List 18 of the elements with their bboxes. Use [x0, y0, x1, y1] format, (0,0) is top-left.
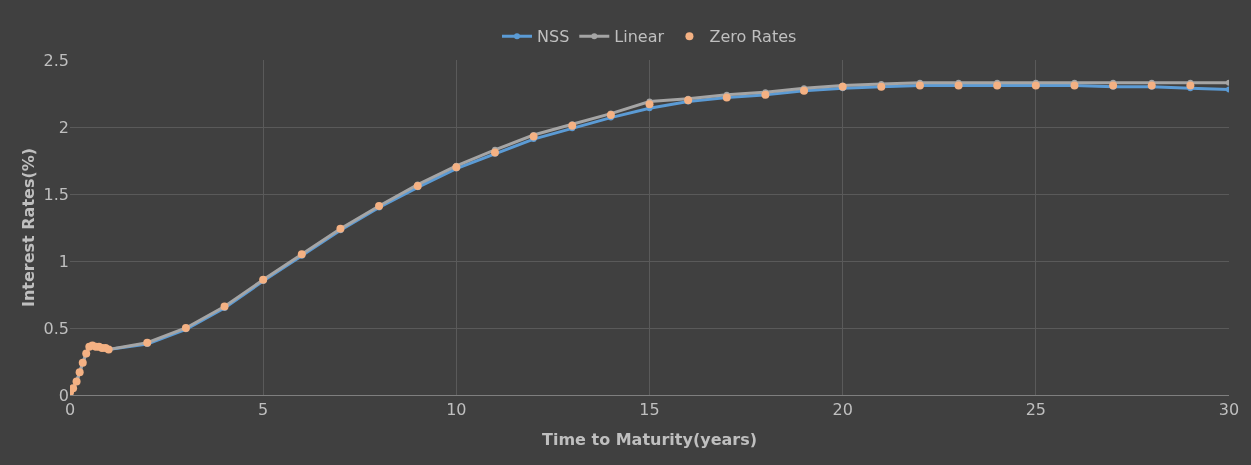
- x-tick-label: 30: [1218, 400, 1240, 420]
- legend-label: Zero Rates: [709, 27, 797, 47]
- x-tick-label: 5: [258, 400, 269, 420]
- y-tick-label: 0.5: [43, 318, 69, 338]
- x-tick-label: 25: [1025, 400, 1047, 420]
- point: [1186, 81, 1195, 90]
- x-tick-label: 15: [639, 400, 660, 420]
- point: [645, 100, 654, 109]
- x-tick-label: 20: [832, 400, 853, 420]
- x-axis-title: Time to Maturity(years): [541, 429, 758, 449]
- y-tick-label: 2.5: [43, 50, 69, 70]
- legend-label: NSS: [537, 27, 570, 47]
- y-tick-label: 2: [58, 117, 69, 137]
- y-tick-label: 1.5: [43, 184, 69, 204]
- x-tick-label: 10: [446, 400, 467, 420]
- y-tick-label: 1: [58, 251, 69, 271]
- y-axis-title: Interest Rates(%): [19, 147, 39, 308]
- legend-label: Linear: [614, 27, 665, 47]
